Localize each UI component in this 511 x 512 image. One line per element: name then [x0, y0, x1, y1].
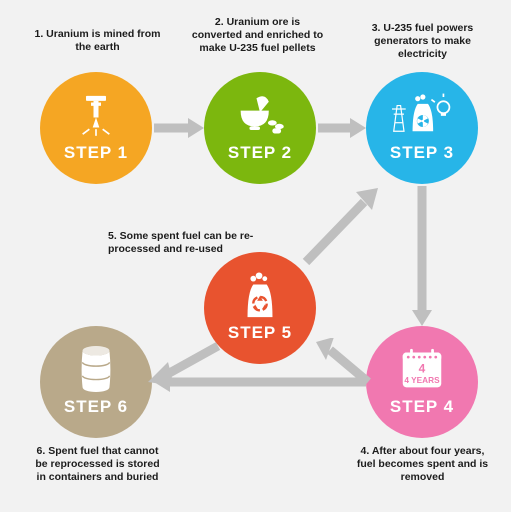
node-step5: STEP 5 [204, 252, 316, 364]
barrel-icon [66, 347, 126, 391]
caption-step6: 6. Spent fuel that cannot be reprocessed… [30, 445, 165, 484]
recycle-tower-icon [230, 273, 290, 317]
step-label: STEP 4 [390, 397, 454, 417]
caption-step2: 2. Uranium ore is converted and enriched… [190, 16, 325, 55]
calendar-icon: 4 4 YEARS [392, 347, 452, 391]
node-step1: STEP 1 [40, 72, 152, 184]
svg-text:4: 4 [419, 362, 426, 376]
arrow-5-3 [300, 180, 386, 270]
step-label: STEP 5 [228, 323, 292, 343]
node-step3: STEP 3 [366, 72, 478, 184]
arrow-3-4 [410, 186, 434, 326]
step-label: STEP 6 [64, 397, 128, 417]
arrow-6-left [152, 370, 366, 394]
power-plant-icon [392, 93, 452, 137]
mining-drill-icon [66, 93, 126, 137]
mortar-pestle-icon [230, 93, 290, 137]
arrow-2-3 [318, 116, 366, 140]
caption-step4: 4. After about four years, fuel becomes … [355, 445, 490, 484]
caption-step1: 1. Uranium is mined from the earth [30, 28, 165, 54]
node-step6: STEP 6 [40, 326, 152, 438]
arrow-4-5 [312, 338, 372, 388]
caption-step3: 3. U-235 fuel powers generators to make … [355, 22, 490, 61]
step-label: STEP 1 [64, 143, 128, 163]
node-step2: STEP 2 [204, 72, 316, 184]
step-label: STEP 3 [390, 143, 454, 163]
svg-text:4 YEARS: 4 YEARS [404, 376, 440, 385]
arrow-5-6 [144, 340, 222, 390]
caption-step5: 5. Some spent fuel can be re-processed a… [108, 230, 258, 256]
step-label: STEP 2 [228, 143, 292, 163]
arrow-1-2 [154, 116, 204, 140]
node-step4: 4 4 YEARS STEP 4 [366, 326, 478, 438]
